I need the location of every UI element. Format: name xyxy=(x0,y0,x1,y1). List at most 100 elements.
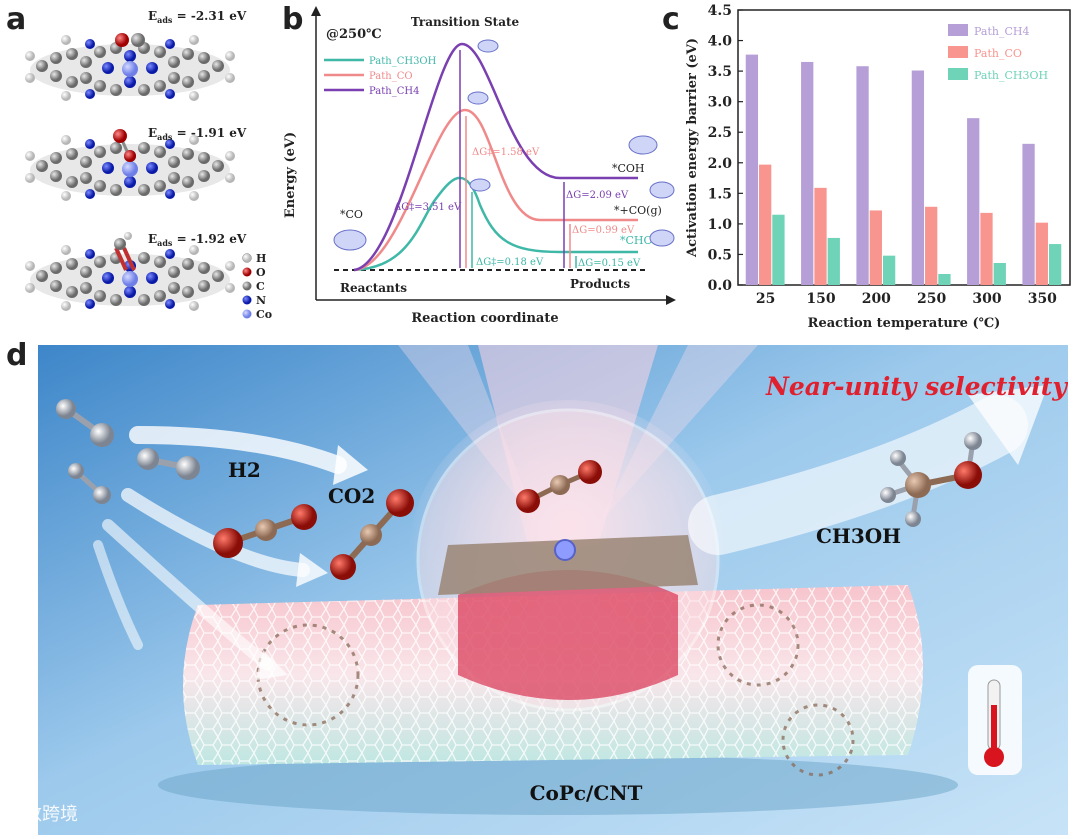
methanol-h-1 xyxy=(964,432,982,450)
h2-3-atom-b xyxy=(93,486,111,504)
bar-path-ch3oh-350 xyxy=(1048,244,1062,285)
reactants-label: Reactants xyxy=(340,281,407,295)
flow-arrow-co2-head-icon xyxy=(296,553,328,587)
co2-1-oxygen-b xyxy=(291,504,317,530)
x-tick-label: 250 xyxy=(917,291,946,307)
bars xyxy=(745,54,1062,286)
thumb-co-gas-icon xyxy=(649,181,675,199)
bar-path-ch3oh-300 xyxy=(993,263,1006,285)
thermometer-bulb xyxy=(984,747,1004,767)
h2-1-atom-b xyxy=(90,423,114,447)
y-tick-label: 3.0 xyxy=(708,95,733,111)
legend-label: Path_CH4 xyxy=(974,25,1029,38)
legend-path-co: Path_CO xyxy=(369,71,413,82)
x-ticks: 25 150 200 250 300 350 xyxy=(756,291,1057,307)
molecule-thumbnails xyxy=(333,39,675,251)
legend-n-icon xyxy=(242,295,252,305)
bar-path-co-25 xyxy=(759,164,772,285)
methanol-oxygen xyxy=(954,461,982,489)
co2-2-oxygen-a xyxy=(330,554,356,580)
y-tick-label: 3.5 xyxy=(708,64,732,80)
bar-path-ch3oh-250 xyxy=(938,274,951,285)
bar-path-co-250 xyxy=(925,206,938,285)
structure-2-cho-adsorbed xyxy=(25,129,235,201)
copc-patch-bottom xyxy=(781,703,855,777)
legend-o: O xyxy=(256,266,266,279)
zoomed-copc-layer xyxy=(438,535,698,595)
atom-legend: H O C N Co xyxy=(242,252,272,321)
barrier-label-ch4: ΔG‡=3.51 eV xyxy=(394,202,462,213)
bar-path-co-350 xyxy=(1035,222,1048,285)
bar-path-co-200 xyxy=(869,210,882,285)
y-tick-label: 0.0 xyxy=(708,278,733,294)
methanol-h-4 xyxy=(890,450,906,466)
structure-3-coh-adsorbed xyxy=(25,232,235,311)
catalyst-label: CoPc/CNT xyxy=(530,781,643,805)
bar-path-co-150 xyxy=(814,187,827,285)
legend-swatch xyxy=(948,24,968,36)
legend-swatch xyxy=(948,46,968,58)
bar-path-ch3oh-25 xyxy=(772,214,785,285)
tube-shadow xyxy=(158,755,958,815)
y-tick-label: 4.0 xyxy=(708,34,733,50)
panel-a-svg: Eads = -2.31 eV Eads = -1.91 eV Eads = -… xyxy=(25,9,272,321)
y-tick-label: 0.5 xyxy=(708,247,732,263)
copc-patch-left xyxy=(256,623,360,727)
co2-1-carbon xyxy=(255,519,277,541)
reaction-coordinate-label: Reaction coordinate xyxy=(411,311,558,326)
watermark-text: 大数跨境 xyxy=(6,804,78,825)
panel-label-b: b xyxy=(282,2,304,37)
h2-molecules xyxy=(56,399,200,504)
bar-chart-svg: 0.00.51.01.52.02.53.03.54.04.5 25 150 200 2… xyxy=(685,3,1071,331)
co2-label: CO2 xyxy=(328,484,375,508)
bar-path-ch4-250 xyxy=(911,70,925,285)
flow-arrow-h2 xyxy=(129,426,347,474)
bar-y-axis-label: Activation energy barrier (eV) xyxy=(685,38,700,258)
legend-n: N xyxy=(256,294,266,307)
bar-legend: Path_CH4 Path_CO Path_CH3OH xyxy=(948,24,1048,82)
copc-patch-right xyxy=(716,603,800,687)
panel-label-d: d xyxy=(6,338,28,373)
legend-h: H xyxy=(256,252,266,265)
legend-path-ch4: Path_CH4 xyxy=(369,86,419,97)
methanol-h-3 xyxy=(905,511,921,527)
thumb-cho-icon xyxy=(649,229,675,247)
panel-b-svg: Energy (eV) Reaction coordinate @250℃ Tr… xyxy=(283,6,676,326)
legend-label: Path_CH3OH xyxy=(974,69,1048,82)
h2-1-atom-a xyxy=(56,399,76,419)
h2-3-atom-a xyxy=(68,463,84,479)
thumb-reactant-icon xyxy=(333,229,367,251)
adsorbed-co2-carbon xyxy=(550,475,570,495)
panel-d-illustration: H2 CO2 CH3OH Near-unit xyxy=(38,345,1068,835)
legend-h-icon xyxy=(242,253,252,263)
transition-state-label: Transition State xyxy=(411,15,520,29)
x-tick-label: 300 xyxy=(972,291,1001,307)
thermometer-mercury xyxy=(991,705,997,755)
panel-label-c: c xyxy=(662,2,680,37)
x-tick-label: 150 xyxy=(806,291,835,307)
selectivity-title: Near-unity selectivity xyxy=(765,372,1068,401)
thumb-ts-ch4-icon xyxy=(477,39,499,53)
bar-path-ch4-25 xyxy=(745,54,759,285)
h2-2-atom-b xyxy=(176,456,200,480)
thumb-coh-icon xyxy=(628,135,658,155)
thermometer-icon xyxy=(968,665,1022,775)
bar-path-ch4-150 xyxy=(801,61,814,285)
condition-label: @250℃ xyxy=(326,27,382,42)
barrier-label-ch3oh: ΔG‡=0.18 eV xyxy=(476,257,544,268)
delta-g-label-ch4: ΔG=2.09 eV xyxy=(566,190,629,201)
start-species-label: *CO xyxy=(340,208,363,221)
x-tick-label: 25 xyxy=(756,291,775,307)
delta-g-label-ch3oh: ΔG=0.15 eV xyxy=(578,258,641,269)
structure-1-co-adsorbed xyxy=(25,33,235,101)
co2-1-oxygen-a xyxy=(213,528,243,558)
flow-arrow-low xyxy=(102,519,274,671)
curve-path-ch4 xyxy=(353,42,638,272)
co2-2-oxygen-b xyxy=(386,489,414,517)
barrier-label-co: ΔG‡=1.58 eV xyxy=(472,147,540,158)
eads-label-1: Eads = -2.31 eV xyxy=(148,9,247,25)
product-label-coh: *COH xyxy=(612,162,645,175)
y-tick-label: 2.5 xyxy=(708,125,732,141)
x-tick-label: 200 xyxy=(862,291,891,307)
y-ticks: 0.0 0.5 1.0 1.5 2.0 2.5 3.0 3.5 4.0 4.5 xyxy=(708,3,743,294)
